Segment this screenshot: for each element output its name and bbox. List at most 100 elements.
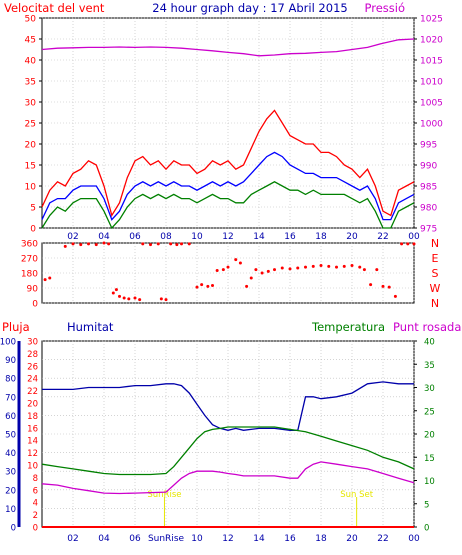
wind-direction-point	[111, 291, 115, 295]
rain-tick-label: 18	[27, 412, 38, 422]
series-pressure-line	[41, 38, 415, 57]
wind-x-tick-label: 14	[253, 232, 265, 242]
pressure-tick-label: 980	[420, 204, 437, 214]
pressure-tick-label: 1025	[420, 15, 443, 25]
rain-tick-label: 0	[33, 524, 38, 534]
wind-tick-label: 30	[25, 99, 37, 109]
wind-direction-point	[221, 268, 225, 272]
wind-direction-point	[327, 264, 331, 268]
pressure-tick-label: 985	[420, 183, 437, 193]
wind-tick-label: 45	[25, 36, 36, 46]
pressure-tick-label: 975	[420, 225, 437, 235]
rain-tick-label: 4	[33, 499, 38, 509]
temperature-tick-label: 5	[424, 500, 429, 510]
direction-degree-label: 360	[21, 240, 38, 250]
humidity-tick-label: 50	[5, 431, 16, 441]
wind-direction-point	[362, 268, 366, 272]
direction-degree-label: 180	[21, 270, 38, 280]
wind-pressure-x-ticks: 02 04 06 08 10 12 14 16 18 20 22 00	[67, 232, 420, 242]
rain-axis-title: Pluja	[2, 320, 30, 334]
wind-direction-point	[254, 268, 258, 272]
wind-direction-point	[94, 243, 98, 247]
pressure-tick-label: 995	[420, 141, 437, 151]
wind-direction-point	[107, 242, 111, 246]
rain-tick-label: 20	[27, 400, 38, 410]
rain-tick-label: 12	[27, 449, 38, 459]
wind-direction-point	[296, 266, 300, 270]
series-dewpoint-line	[41, 461, 415, 495]
wind-direction-point	[127, 297, 131, 301]
temperature-tick-label: 0	[424, 524, 429, 534]
direction-compass-label: W	[430, 282, 441, 295]
pressure-tick-label: 1010	[420, 78, 443, 88]
humidity-tick-label: 80	[5, 375, 16, 385]
wind-direction-point	[412, 242, 416, 246]
temperature-tick-label: 40	[424, 338, 435, 348]
direction-degree-label: 270	[21, 255, 38, 265]
wind-direction-point	[122, 296, 126, 300]
wind-direction-point	[87, 242, 90, 246]
wind-pressure-series	[41, 38, 415, 230]
wind-direction-point	[280, 266, 284, 270]
wind-direction-point	[63, 244, 67, 248]
wind-direction-point	[335, 265, 338, 269]
climate-x-tick-label: 12	[222, 534, 233, 544]
wind-direction-point	[342, 264, 346, 268]
wind-x-tick-label: 22	[377, 232, 388, 242]
rain-tick-label: 16	[27, 424, 38, 434]
temperature-tick-label: 10	[424, 477, 435, 487]
wind-direction-point	[79, 243, 83, 247]
wind-direction-point	[406, 242, 410, 246]
climate-x-tick-label: 10	[191, 534, 203, 544]
climate-x-tick-label: 06	[129, 534, 141, 544]
wind-direction-point	[43, 278, 47, 282]
climate-grid	[42, 340, 415, 528]
wind-direction-point	[393, 294, 397, 298]
wind-direction-point	[319, 264, 323, 267]
wind-direction-point	[369, 283, 373, 287]
wind-direction-point	[245, 284, 249, 288]
climate-x-tick-label: SunRise	[148, 534, 185, 544]
wind-direction-point	[234, 258, 238, 262]
temperature-tick-label: 30	[424, 384, 435, 394]
pressure-tick-label: 1020	[420, 36, 443, 46]
direction-compass-label: S	[432, 267, 439, 280]
climate-x-tick-label: 00	[408, 534, 420, 544]
wind-direction-point	[400, 242, 404, 246]
wind-direction-point	[304, 265, 307, 269]
wind-direction-point	[238, 261, 242, 265]
wind-direction-point	[215, 269, 219, 272]
climate-x-tick-label: 22	[377, 534, 388, 544]
humidity-tick-label: 60	[5, 412, 16, 422]
humidity-axis-title: Humitat	[67, 320, 114, 334]
climate-x-tick-label: 16	[284, 534, 296, 544]
wind-x-tick-label: 02	[67, 232, 78, 242]
climate-series	[41, 381, 415, 528]
temperature-axis-title: Temperatura	[311, 320, 385, 334]
wind-direction-point	[48, 276, 52, 280]
wind-direction-point	[358, 265, 362, 269]
wind-x-tick-label: 04	[98, 232, 110, 242]
wind-tick-label: 5	[30, 204, 36, 214]
series-gust-line	[41, 109, 415, 218]
climate-x-tick-label: 20	[346, 534, 358, 544]
wind-x-tick-label: 08	[160, 232, 172, 242]
wind-direction-point	[387, 285, 391, 289]
humidity-tick-label: 30	[5, 468, 16, 478]
dewpoint-axis-title: Punt rosada	[393, 320, 461, 334]
series-humidity-line	[42, 381, 414, 431]
humidity-tick-label: 40	[5, 449, 16, 459]
humidity-tick-label: 100	[0, 338, 16, 348]
rain-tick-label: 2	[33, 511, 38, 521]
wind-direction-point	[200, 283, 204, 287]
wind-direction-point	[175, 243, 179, 247]
wind-direction-point	[266, 269, 270, 273]
wind-x-tick-label: 20	[346, 232, 358, 242]
pressure-axis-title: Pressió	[365, 1, 406, 15]
wind-direction-grid	[42, 242, 415, 304]
wind-pressure-grid	[42, 17, 415, 229]
